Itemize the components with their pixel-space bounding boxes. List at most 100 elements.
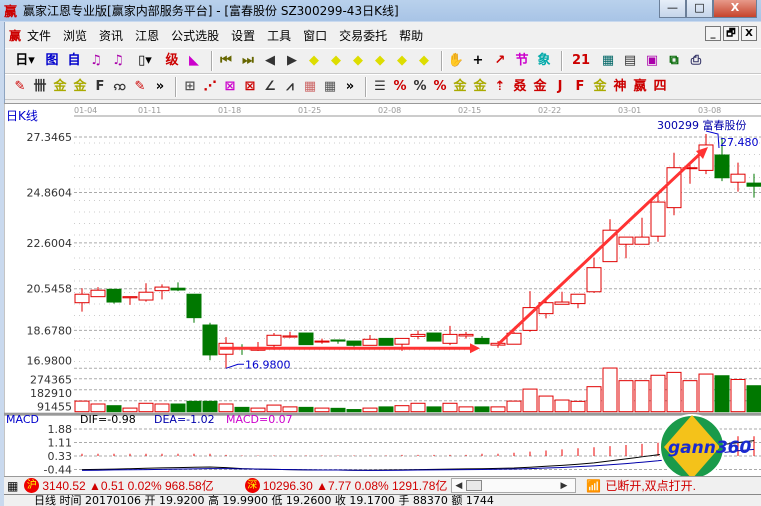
gann-square-icon[interactable]: ⊠: [244, 79, 256, 94]
gold-coin-icon[interactable]: 金: [453, 79, 467, 94]
mdi-close-button[interactable]: X: [741, 26, 757, 41]
gann360-logo-diamond: [664, 415, 720, 477]
section-icon[interactable]: 节: [515, 53, 529, 68]
self-select-icon[interactable]: 自: [67, 53, 81, 68]
x-tick-label: 02-15: [458, 106, 481, 115]
price-axis-label: 22.6004: [27, 237, 73, 250]
calendar-icon[interactable]: ▦: [7, 478, 19, 493]
menu-item-4[interactable]: 公式选股: [171, 28, 220, 43]
calendar-icon[interactable]: 21: [571, 53, 591, 68]
horizontal-scrollbar[interactable]: ◀ ▶: [451, 478, 577, 493]
more2-icon[interactable]: »: [345, 79, 355, 94]
shift-right-icon[interactable]: ◆: [331, 53, 341, 68]
zoom-out-icon[interactable]: ◆: [375, 53, 385, 68]
compress-icon[interactable]: ◆: [419, 53, 429, 68]
zoom-in-icon[interactable]: ◆: [353, 53, 363, 68]
notes-icon[interactable]: ▤: [623, 53, 637, 68]
line-tool-icon[interactable]: ↗: [494, 53, 506, 68]
print-icon[interactable]: ⎙: [690, 53, 702, 68]
first-icon[interactable]: ⏮: [220, 53, 232, 68]
menu-item-5[interactable]: 设置: [231, 28, 256, 43]
pen-icon[interactable]: ✎: [14, 79, 26, 94]
scroll-left-icon[interactable]: ◀: [455, 480, 463, 490]
gold-fan-icon[interactable]: 金: [593, 79, 607, 94]
gold-ruler-icon[interactable]: 金: [53, 79, 67, 94]
candle-body: [650, 201, 666, 237]
prev-icon[interactable]: ◀: [265, 53, 275, 68]
shanghai-index-icon: 沪: [24, 478, 40, 493]
maximize-button[interactable]: □: [686, 0, 713, 18]
shenzhen-index-icon: 深: [244, 478, 260, 493]
percent-lines-icon[interactable]: %: [433, 79, 447, 94]
menu-item-0[interactable]: 文件: [27, 28, 52, 43]
grid-lines-icon[interactable]: 卌: [33, 79, 47, 94]
period-day-dropdown[interactable]: 日▾: [15, 53, 35, 68]
gold-ruler2-icon[interactable]: 金: [73, 79, 87, 94]
menu-item-7[interactable]: 窗口: [303, 28, 328, 43]
calculator-icon[interactable]: ▦: [601, 53, 615, 68]
j-fan-icon[interactable]: J: [557, 79, 563, 94]
percent-icon[interactable]: %: [413, 79, 427, 94]
indicator-9-icon[interactable]: ♫: [112, 53, 124, 68]
pattern-icon[interactable]: 象: [537, 53, 551, 68]
menu-item-2[interactable]: 资讯: [99, 28, 124, 43]
gann-box-icon[interactable]: ⊠: [224, 79, 236, 94]
volume-bar: [346, 409, 362, 413]
quant-icon[interactable]: 级: [165, 53, 179, 68]
hand-icon[interactable]: ✋: [447, 53, 465, 68]
shift-left-icon[interactable]: ◆: [309, 53, 319, 68]
wave-icon[interactable]: ⩘: [286, 79, 294, 94]
indicator-3-icon[interactable]: ♫: [90, 53, 102, 68]
x-tick-label: 01-04: [74, 106, 97, 115]
menu-item-1[interactable]: 浏览: [63, 28, 88, 43]
menu-item-6[interactable]: 工具: [267, 28, 292, 43]
arrow-pen-icon[interactable]: ⇡: [494, 79, 506, 94]
crosshair-icon[interactable]: +: [472, 53, 484, 68]
expand-icon[interactable]: ◆: [397, 53, 407, 68]
f-fan-icon[interactable]: F: [575, 79, 585, 94]
gann-fan-icon[interactable]: 嬴: [633, 79, 647, 94]
x-tick-label: 03-01: [618, 106, 641, 115]
angle-icon[interactable]: ∠: [264, 79, 276, 94]
god-fan-icon[interactable]: 神: [613, 79, 627, 94]
toolbar-separator: [365, 77, 367, 97]
flag-icon[interactable]: ◣: [189, 53, 199, 68]
fan-icon[interactable]: ⋰: [203, 79, 217, 94]
menu-item-9[interactable]: 帮助: [399, 28, 424, 43]
save-icon[interactable]: ▣: [645, 53, 659, 68]
last-icon[interactable]: ⏭: [242, 53, 254, 68]
gold-lines-icon[interactable]: 金: [473, 79, 487, 94]
mdi-minimize-button[interactable]: _: [705, 26, 721, 41]
ruler-icon[interactable]: ☰: [374, 79, 386, 94]
next-icon[interactable]: ▶: [287, 53, 297, 68]
scroll-right-icon[interactable]: ▶: [560, 480, 568, 490]
menu-item-3[interactable]: 江恩: [135, 28, 160, 43]
volume-bar: [442, 402, 458, 413]
more-icon[interactable]: »: [155, 79, 165, 94]
pen2-icon[interactable]: ✎: [134, 79, 146, 94]
four-fan-icon[interactable]: 四: [653, 79, 667, 94]
candle-body: [618, 236, 634, 245]
minimize-button[interactable]: —: [659, 0, 686, 18]
volume-bar: [154, 403, 170, 413]
candle-body: [554, 301, 570, 305]
chart-icon[interactable]: 图: [45, 53, 59, 68]
connection-status[interactable]: 已断开,双点打开.: [605, 479, 697, 493]
scroll-thumb[interactable]: [466, 480, 483, 491]
spiral-icon[interactable]: ꩡ: [113, 79, 127, 94]
box-icon[interactable]: ⊞: [184, 79, 196, 94]
menu-item-8[interactable]: 交易委托: [339, 28, 388, 43]
cycle-icon[interactable]: 叒: [513, 79, 527, 94]
kline-chart-panel[interactable]: 日K线 01-04 01-11 01-18 01-25 02-08 02-15 02-22 03…: [4, 103, 761, 477]
kline-chart[interactable]: 日K线 01-04 01-11 01-18 01-25 02-08 02-15 02-22 03…: [4, 104, 761, 477]
fib-icon[interactable]: F: [95, 79, 105, 94]
grid2-icon[interactable]: ▦: [323, 79, 337, 94]
close-button[interactable]: X: [713, 0, 757, 18]
mdi-restore-button[interactable]: 🗗: [723, 26, 739, 41]
grid-icon[interactable]: ▦: [303, 79, 317, 94]
gold-box-icon[interactable]: 金: [533, 79, 547, 94]
percent-fan-icon[interactable]: %: [393, 79, 407, 94]
candle-body: [282, 335, 298, 338]
candle-type-dropdown[interactable]: ▯▾: [138, 53, 152, 68]
network-icon[interactable]: ⧉: [669, 53, 679, 68]
